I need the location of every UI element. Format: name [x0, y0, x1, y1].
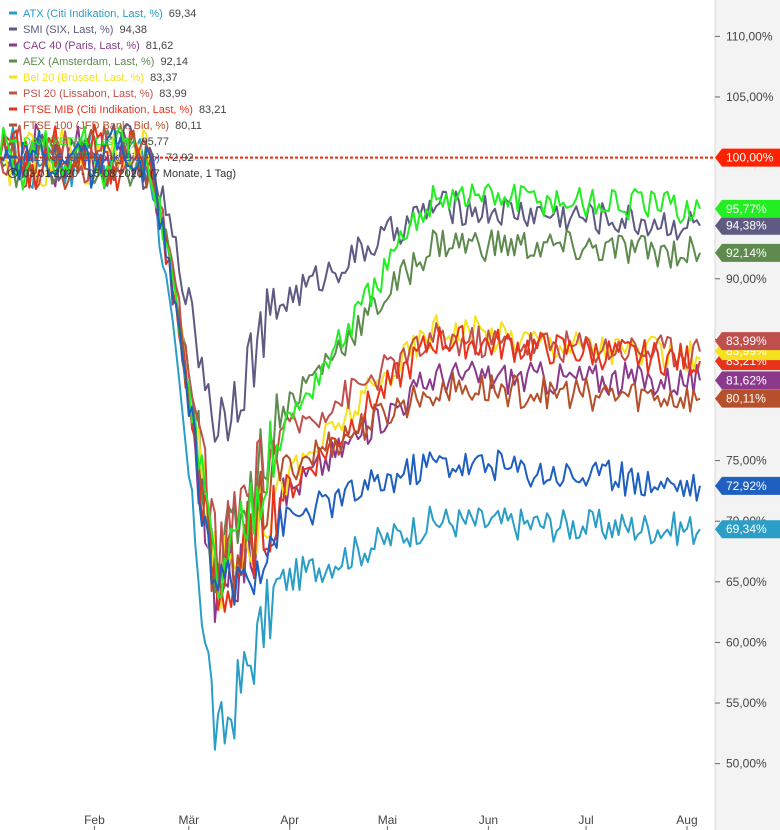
legend-swatch	[9, 59, 17, 63]
y-tick-label: 75,00%	[726, 454, 767, 468]
x-tick-label: Mär	[179, 813, 200, 827]
badge-dax-xetra-last-shape	[715, 199, 780, 218]
legend-last-value: 95,77	[141, 136, 169, 148]
series-line-ftse-mib-citi-indikation-last	[0, 123, 701, 613]
y-tick-label: 55,00%	[726, 696, 767, 710]
y-tick-label: 60,00%	[726, 635, 767, 649]
badge-atx-citi-indikation-last-shape	[715, 520, 780, 539]
badge-reference-label: 100,00%	[726, 151, 774, 165]
legend-swatch	[9, 107, 17, 111]
legend: ATX (Citi Indikation, Last, %) 69,34 SMI (…	[8, 8, 236, 180]
series-line-cac-40-paris-last	[0, 123, 701, 623]
legend-label: CAC 40 (Paris, Last, %) 81,62	[23, 40, 173, 52]
badge-psi-20-lissabon-last-label: 83,99%	[726, 334, 767, 348]
date-range: 03.01.2020 - 05.08.2020 (7 Monate, 1 Tag)	[8, 168, 236, 180]
legend-label: ATX (Citi Indikation, Last, %) 69,34	[23, 8, 196, 20]
badge-aex-amsterdam-last-shape	[715, 243, 780, 262]
legend-item-smi-six-last: SMI (SIX, Last, %) 94,38	[9, 24, 147, 36]
badge-atx-citi-indikation-last-label: 69,34%	[726, 522, 767, 536]
badge-reference-shape	[715, 148, 780, 167]
legend-last-value: 92,14	[160, 56, 188, 68]
legend-item-ftse-100-jfd-bank-bid: FTSE 100 (JFD Bank, Bid, %) 80,11	[9, 120, 202, 132]
legend-item-aex-amsterdam-last: AEX (Amsterdam, Last, %) 92,14	[9, 56, 188, 68]
badge-smi-six-last-shape	[715, 216, 780, 235]
x-tick-label: Feb	[84, 813, 105, 827]
badge-ftse-100-jfd-bank-bid-shape	[715, 389, 780, 408]
legend-item-ftse-mib-citi-indikation-last: FTSE MIB (Citi Indikation, Last, %) 83,21	[9, 104, 226, 116]
legend-last-value: 83,21	[199, 104, 227, 116]
legend-item-ibex-35-jfd-bank-bid: IBEX 35 (JFD Bank, Bid, %) 72,92	[9, 152, 193, 164]
badge-ftse-100-jfd-bank-bid: 80,11%	[715, 389, 780, 408]
legend-last-value: 80,11	[175, 120, 202, 132]
x-axis: Feb Mär Apr Mai Jun Jul Aug	[84, 813, 698, 830]
x-tick-label: Apr	[280, 813, 299, 827]
y-axis-panel	[715, 0, 780, 830]
legend-item-psi-20-lissabon-last: PSI 20 (Lissabon, Last, %) 83,99	[9, 88, 187, 100]
legend-swatch	[9, 155, 17, 159]
legend-swatch	[9, 11, 17, 15]
legend-swatch	[9, 91, 17, 95]
y-tick-label: 110,00%	[726, 29, 773, 43]
badge-ftse-100-jfd-bank-bid-label: 80,11%	[726, 392, 766, 406]
legend-last-value: 81,62	[146, 40, 174, 52]
duration-label: (7 Monate, 1 Tag)	[150, 168, 236, 180]
badge-cac-40-paris-last-shape	[715, 371, 780, 390]
badge-ibex-35-jfd-bank-bid-shape	[715, 476, 780, 495]
legend-item-dax-xetra-last: DAX (XETRA, Last, %) 95,77	[9, 136, 169, 148]
badge-aex-amsterdam-last: 92,14%	[715, 243, 780, 262]
legend-label: IBEX 35 (JFD Bank, Bid, %) 72,92	[23, 152, 193, 164]
legend-swatch	[9, 123, 17, 127]
legend-label: Bel 20 (Brüssel, Last, %) 83,37	[23, 72, 178, 84]
badge-cac-40-paris-last: 81,62%	[715, 371, 780, 390]
badge-smi-six-last-label: 94,38%	[726, 219, 767, 233]
series-line-ftse-100-jfd-bank-bid	[0, 128, 701, 596]
y-tick-label: 105,00%	[726, 90, 774, 104]
badge-reference: 100,00%	[715, 148, 780, 167]
legend-label: AEX (Amsterdam, Last, %) 92,14	[23, 56, 188, 68]
legend-last-value: 72,92	[166, 152, 194, 164]
legend-label: FTSE MIB (Citi Indikation, Last, %) 83,21	[23, 104, 226, 116]
badge-ibex-35-jfd-bank-bid: 72,92%	[715, 476, 780, 495]
legend-label: DAX (XETRA, Last, %) 95,77	[23, 136, 169, 148]
legend-last-value: 69,34	[169, 8, 197, 20]
x-tick-label: Aug	[676, 813, 697, 827]
x-tick-label: Jun	[479, 813, 498, 827]
badge-ibex-35-jfd-bank-bid-label: 72,92%	[726, 479, 767, 493]
legend-swatch	[9, 27, 17, 31]
badge-smi-six-last: 94,38%	[715, 216, 780, 235]
legend-label: FTSE 100 (JFD Bank, Bid, %) 80,11	[23, 120, 202, 132]
x-tick-label: Jul	[578, 813, 593, 827]
series-line-ibex-35-jfd-bank-bid	[0, 123, 701, 606]
y-tick-label: 50,00%	[726, 757, 767, 771]
badge-dax-xetra-last: 95,77%	[715, 199, 780, 218]
date-range-label: 03.01.2020 - 05.08.2020	[23, 168, 143, 180]
legend-last-value: 83,99	[159, 88, 187, 100]
legend-swatch	[9, 75, 17, 79]
badge-aex-amsterdam-last-label: 92,14%	[726, 246, 767, 260]
legend-item-bel-20-br-ssel-last: Bel 20 (Brüssel, Last, %) 83,37	[9, 72, 178, 84]
y-tick-label: 65,00%	[726, 575, 767, 589]
clock-icon	[8, 168, 18, 178]
y-tick-label: 90,00%	[726, 272, 767, 286]
legend-last-value: 94,38	[119, 24, 147, 36]
legend-last-value: 83,37	[150, 72, 178, 84]
badge-cac-40-paris-last-label: 81,62%	[726, 373, 767, 387]
legend-swatch	[9, 139, 17, 143]
legend-item-cac-40-paris-last: CAC 40 (Paris, Last, %) 81,62	[9, 40, 173, 52]
series-layer	[0, 123, 701, 751]
legend-label: PSI 20 (Lissabon, Last, %) 83,99	[23, 88, 187, 100]
series-line-dax-xetra-last	[0, 124, 701, 599]
legend-label: SMI (SIX, Last, %) 94,38	[23, 24, 147, 36]
x-tick-label: Mai	[378, 813, 397, 827]
badge-psi-20-lissabon-last-shape	[715, 332, 780, 351]
legend-item-atx-citi-indikation-last: ATX (Citi Indikation, Last, %) 69,34	[9, 8, 196, 20]
badge-atx-citi-indikation-last: 69,34%	[715, 520, 780, 539]
legend-swatch	[9, 43, 17, 47]
badge-psi-20-lissabon-last: 83,99%	[715, 332, 780, 351]
badge-dax-xetra-last-label: 95,77%	[726, 202, 767, 216]
clock-icon-hands	[12, 170, 16, 175]
value-badges: 100,00%69,34%72,92%80,11%81,62%83,21%83,…	[715, 148, 780, 539]
